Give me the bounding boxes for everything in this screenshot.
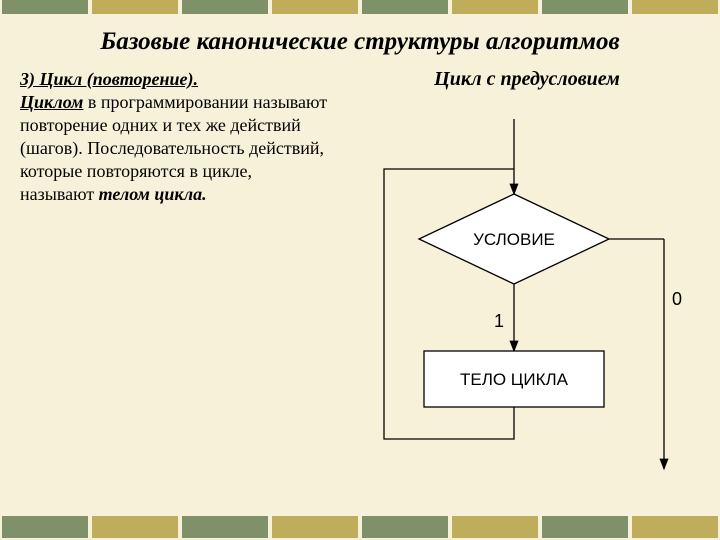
diagram-column: Цикл с предусловием 1 0 УСЛОВИЕ ТЕЛО ЦИКЛА: [354, 68, 700, 489]
svg-text:ТЕЛО ЦИКЛА: ТЕЛО ЦИКЛА: [460, 370, 569, 389]
description-text: 3) Цикл (повторение). Циклом в программи…: [20, 68, 330, 489]
flowchart: 1 0 УСЛОВИЕ ТЕЛО ЦИКЛА: [354, 119, 694, 489]
svg-text:1: 1: [494, 311, 504, 331]
svg-text:0: 0: [672, 289, 682, 309]
top-decoration: [0, 0, 720, 14]
svg-text:УСЛОВИЕ: УСЛОВИЕ: [473, 230, 555, 249]
page-title: Базовые канонические структуры алгоритмо…: [0, 28, 720, 56]
bottom-decoration: [0, 516, 720, 538]
text-heading: 3) Цикл (повторение).: [20, 69, 198, 89]
text-keyword: Циклом: [20, 92, 83, 112]
content-area: 3) Цикл (повторение). Циклом в программи…: [0, 56, 720, 489]
text-term: телом цикла.: [99, 184, 207, 204]
diagram-subtitle: Цикл с предусловием: [354, 68, 700, 91]
